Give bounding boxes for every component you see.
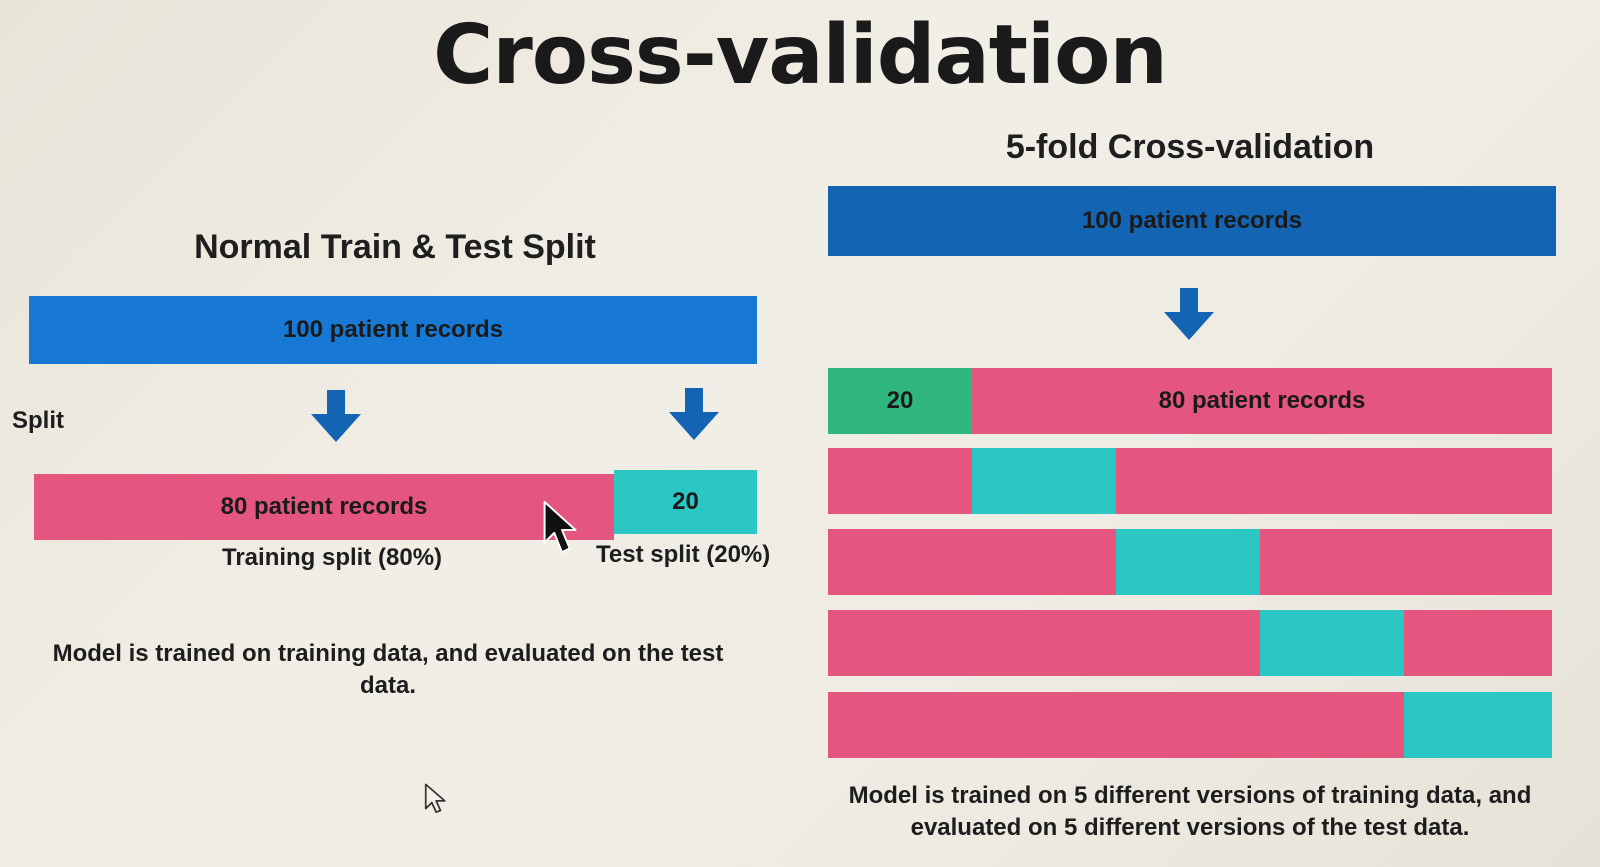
normal-split-description: Model is trained on training data, and e… (52, 640, 724, 699)
normal-split-heading: Normal Train & Test Split (194, 228, 596, 266)
fold-2-train-segment (1116, 448, 1552, 514)
fold-1-test-label: 20 (886, 387, 914, 414)
mouse-cursor-icon (543, 500, 577, 554)
kfold-description: Model is trained on 5 different versions… (848, 782, 1532, 841)
test-split-caption: Test split (20%) (596, 541, 771, 568)
fold-2-test-segment (972, 448, 1116, 514)
test-split-bar: 20 (614, 470, 757, 534)
right-records-label: 100 patient records (1081, 207, 1303, 234)
fold-row-1: 20 80 patient records (828, 368, 1552, 434)
fold-4-train-segment (828, 610, 1260, 676)
pointer-cursor-icon (424, 783, 446, 813)
down-arrow-icon (669, 388, 719, 440)
left-records-label: 100 patient records (282, 316, 504, 343)
left-records-bar: 100 patient records (29, 296, 757, 364)
down-arrow-icon (311, 390, 361, 442)
right-records-bar: 100 patient records (828, 186, 1556, 256)
kfold-heading: 5-fold Cross-validation (1005, 128, 1375, 166)
down-arrow-icon (1164, 288, 1214, 340)
fold-5-train-segment (828, 692, 1404, 758)
fold-1-train-segment: 80 patient records (972, 368, 1552, 434)
fold-1-test-segment: 20 (828, 368, 972, 434)
fold-1-train-label: 80 patient records (1158, 387, 1366, 414)
test-split-label: 20 (672, 488, 699, 515)
fold-row-3 (828, 529, 1552, 595)
fold-2-train-segment (828, 448, 972, 514)
fold-5-test-segment (1404, 692, 1552, 758)
training-split-bar: 80 patient records (34, 474, 614, 540)
page-title: Cross-validation (433, 8, 1168, 103)
fold-4-test-segment (1260, 610, 1404, 676)
split-label: Split (12, 407, 64, 434)
training-split-caption: Training split (80%) (222, 544, 443, 571)
fold-row-5 (828, 692, 1552, 758)
fold-3-test-segment (1116, 529, 1260, 595)
fold-row-4 (828, 610, 1552, 676)
training-split-label: 80 patient records (220, 493, 428, 520)
fold-4-train-segment (1404, 610, 1552, 676)
fold-3-train-segment (828, 529, 1116, 595)
fold-row-2 (828, 448, 1552, 514)
fold-3-train-segment (1260, 529, 1552, 595)
